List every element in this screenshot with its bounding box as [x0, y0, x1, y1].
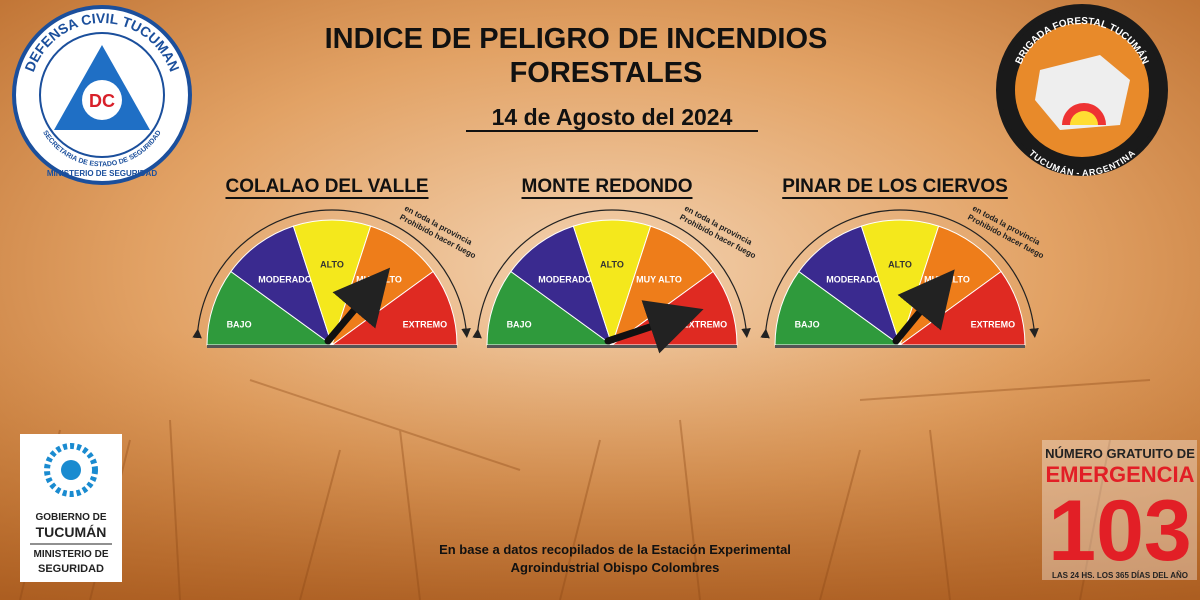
- emergency-number: 103: [1048, 483, 1192, 579]
- gauge-sector: [292, 219, 372, 347]
- gauge-label: BAJO: [507, 320, 532, 330]
- gauge-base: [207, 345, 457, 348]
- emergency-text: NÚMERO GRATUITO DE: [1045, 446, 1195, 461]
- gauge-label: BAJO: [227, 320, 252, 330]
- needle: [324, 267, 391, 345]
- needle: [892, 269, 955, 345]
- gauge-label: EXTREMO: [971, 320, 1016, 330]
- needles: [324, 267, 955, 354]
- title: FORESTALES: [510, 57, 703, 89]
- gauge-sector: [611, 225, 714, 347]
- gauge-label: MODERADO: [826, 275, 880, 285]
- gauge-label: ALTO: [320, 259, 344, 269]
- gauge-label: MUY ALTO: [636, 275, 682, 285]
- gauge-label: ALTO: [600, 259, 624, 269]
- gauge-label: MUY ALTO: [356, 275, 402, 285]
- logo-gobierno: GOBIERNO DE TUCUMÁN MINISTERIO DE SEGURI…: [20, 434, 122, 582]
- gauge-label: EXTREMO: [403, 320, 448, 330]
- gauge-sector: [572, 219, 652, 347]
- gauge-sector: [206, 270, 334, 346]
- gauge-label: MODERADO: [258, 275, 312, 285]
- gauge-base: [775, 345, 1025, 348]
- needle: [604, 300, 704, 354]
- source: Agroindustrial Obispo Colombres: [511, 560, 720, 575]
- gauge-label: EXTREMO: [683, 320, 728, 330]
- gauge-arc: [192, 209, 471, 339]
- emergency-word: EMERGENCIA: [1045, 462, 1194, 487]
- gauge-arc: [760, 209, 1039, 339]
- gov-text: GOBIERNO DE: [35, 512, 106, 523]
- logo-defensa-civil: DEFENSA CIVIL TUCUMAN SECRETARIA DE ESTA…: [12, 5, 192, 185]
- logo-badge: DC: [89, 91, 115, 111]
- gauge-sector: [798, 225, 901, 347]
- gauge-title: MONTE REDONDO: [522, 176, 693, 197]
- emergency: NÚMERO GRATUITO DE EMERGENCIA 103 LAS 24…: [1042, 440, 1197, 580]
- title: INDICE DE PELIGRO DE INCENDIOS: [325, 23, 828, 55]
- emergency-text: LAS 24 HS. LOS 365 DÍAS DEL AÑO: [1052, 571, 1188, 580]
- ground: [0, 330, 1200, 600]
- gauge-sector: [510, 225, 613, 347]
- gauge-arc: [472, 209, 751, 339]
- gauge-sector: [774, 270, 902, 346]
- logo-brigada: BRIGADA FORESTAL TUCUMÁN TUCUMÁN - ARGEN…: [996, 4, 1168, 178]
- gauge-label: ALTO: [888, 259, 912, 269]
- date: 14 de Agosto del 2024: [492, 104, 733, 130]
- gauge-label: MODERADO: [538, 275, 592, 285]
- gov-text: TUCUMÁN: [36, 524, 107, 540]
- logo-text: MINISTERIO DE SEGURIDAD: [47, 169, 157, 178]
- gauge-sector: [486, 270, 614, 346]
- gauge-label: BAJO: [795, 320, 820, 330]
- gauge-title: PINAR DE LOS CIERVOS: [782, 176, 1008, 197]
- gov-text: MINISTERIO DE: [33, 549, 108, 560]
- source: En base a datos recopilados de la Estaci…: [439, 542, 791, 557]
- gauge-sector: [230, 225, 333, 347]
- gauge-label: MUY ALTO: [924, 275, 970, 285]
- gauge-base: [487, 345, 737, 348]
- gov-text: SEGURIDAD: [38, 563, 104, 575]
- gauge-title: COLALAO DEL VALLE: [225, 176, 428, 197]
